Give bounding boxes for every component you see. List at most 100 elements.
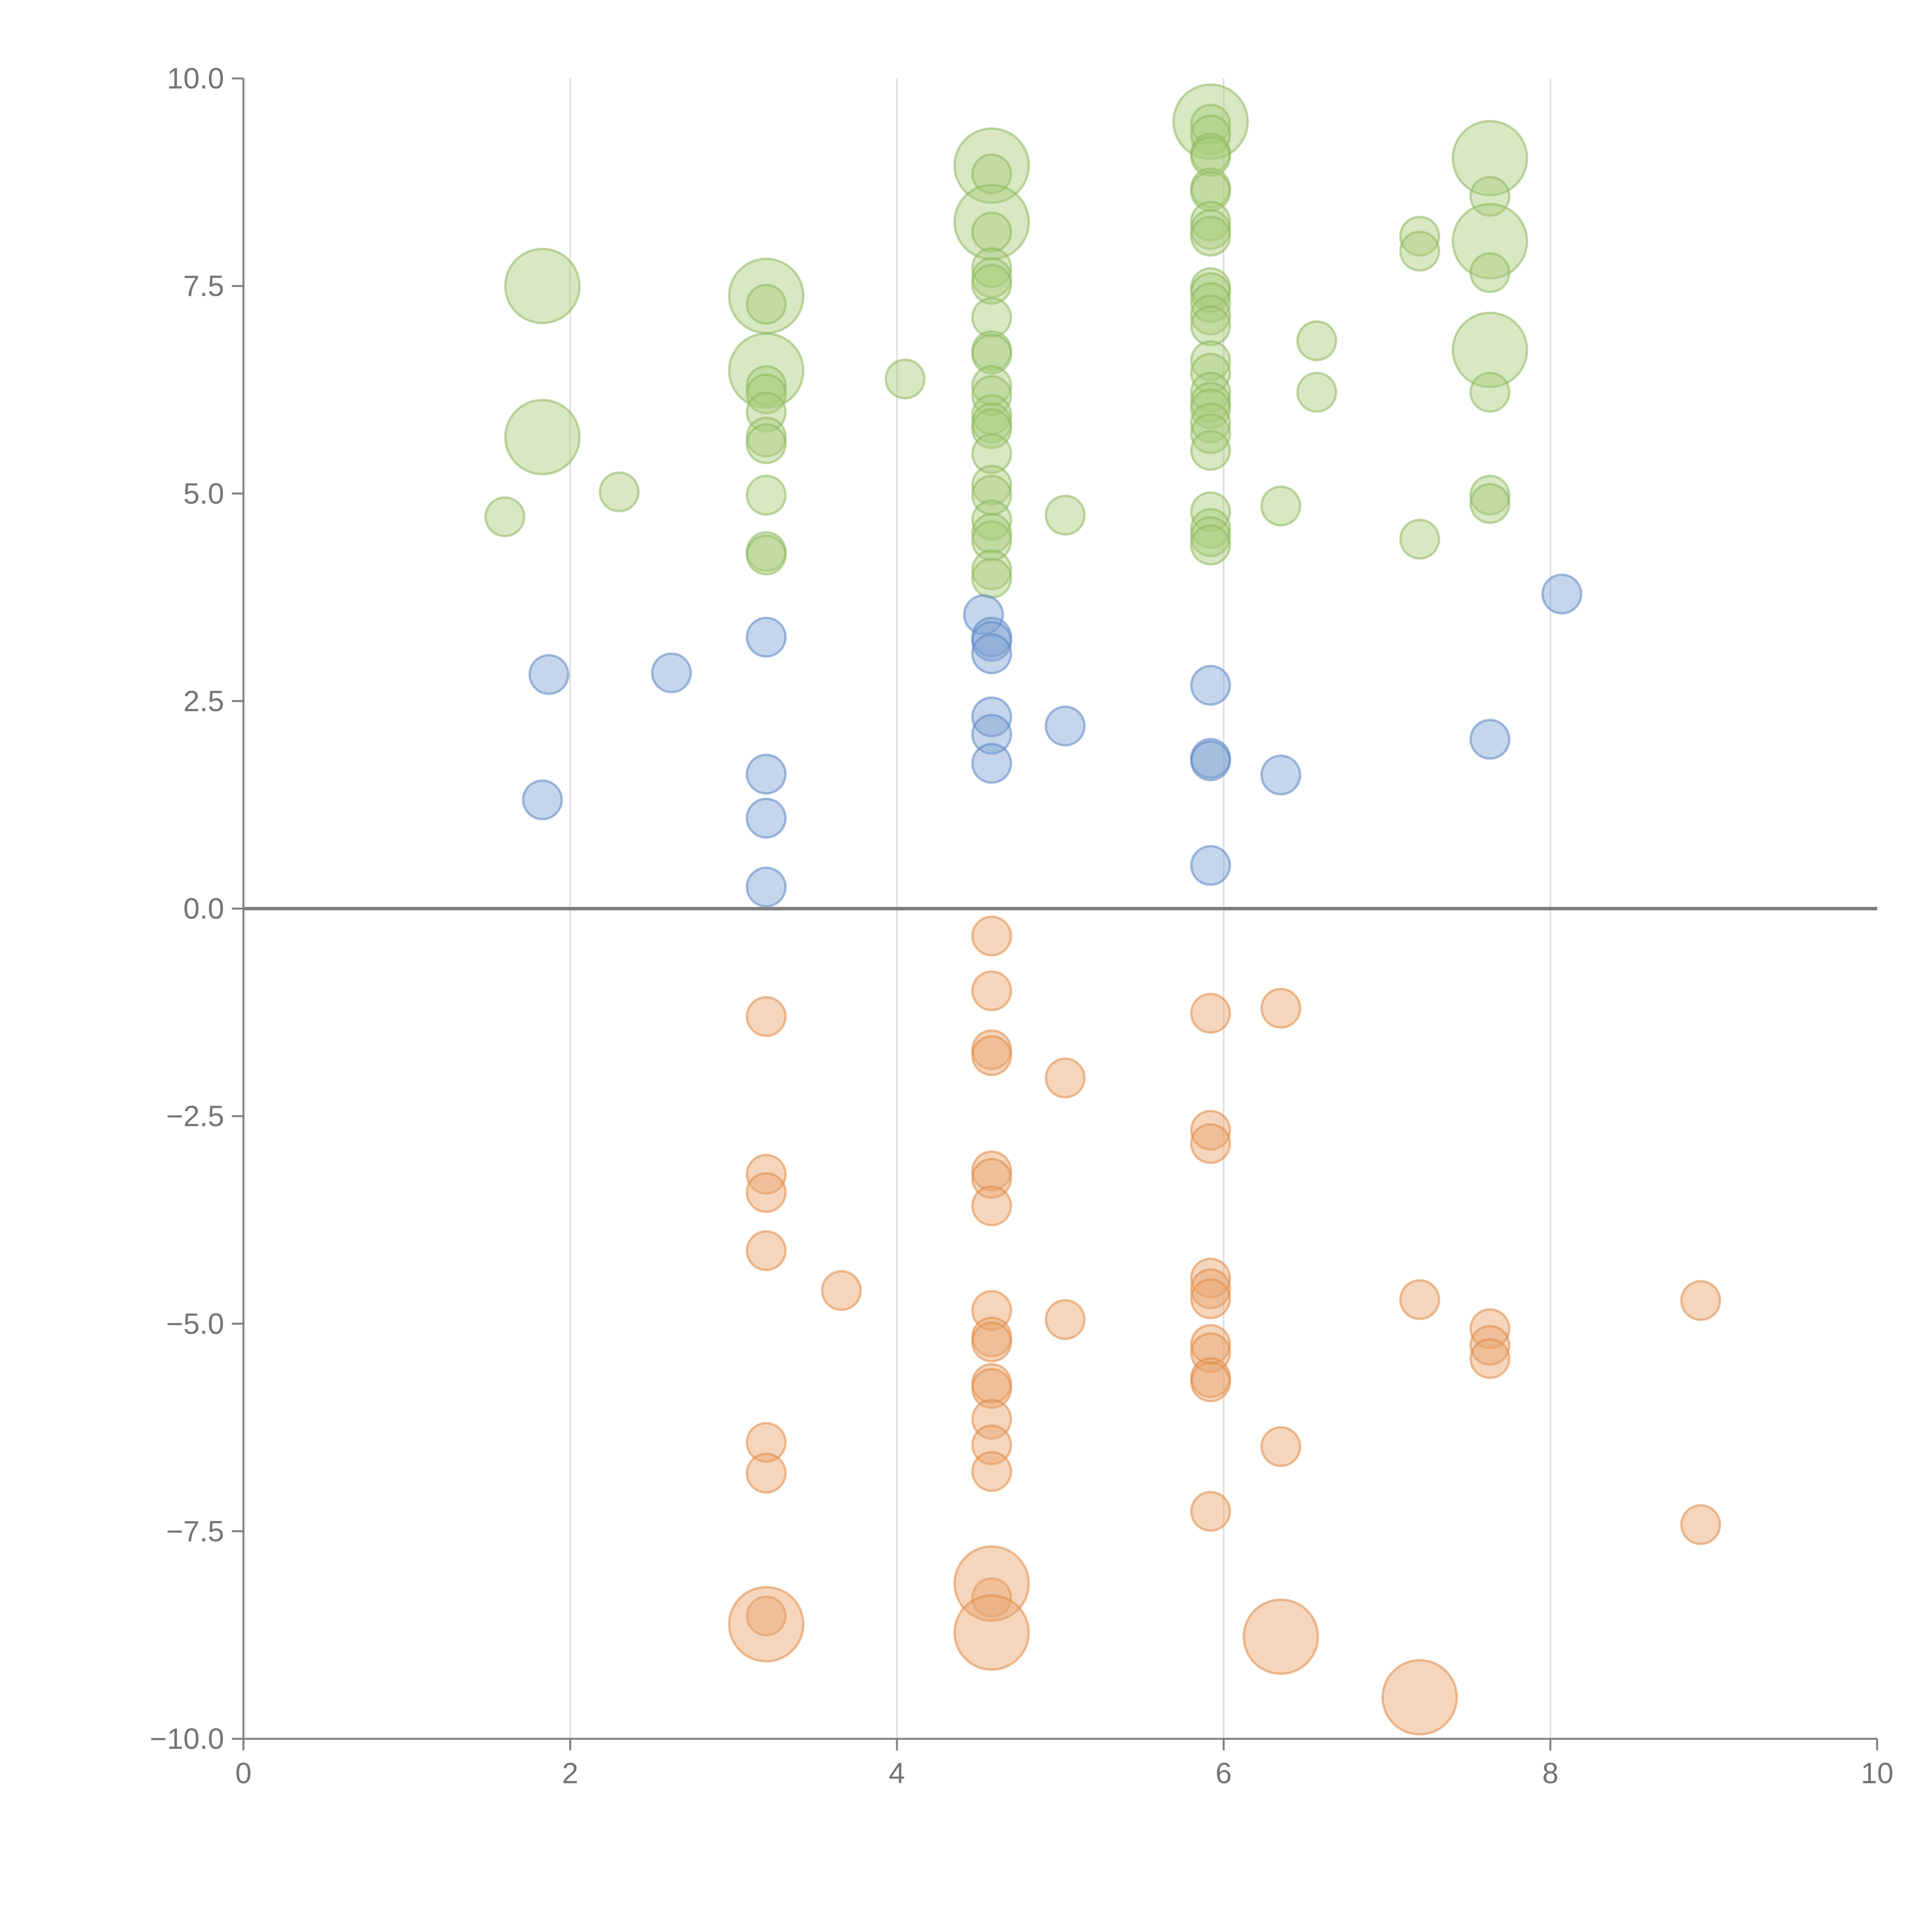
bubble-point <box>953 127 1030 204</box>
axes: 0 2 4 6 8 10 10.0 7.5 5.0 2.5 0.0 −2.5 −5.0 −7.5 −10.0 <box>150 62 1894 1790</box>
bubble-point <box>1190 1361 1231 1403</box>
bubble-point <box>1190 524 1231 566</box>
bubble-point <box>745 1452 787 1494</box>
bubble-point <box>1190 104 1231 145</box>
bubble-point <box>745 616 787 658</box>
bubble-point <box>1190 491 1231 532</box>
y-tick-label: 10.0 <box>167 62 224 95</box>
bubble-point <box>1260 988 1301 1029</box>
y-tick-label: −10.0 <box>150 1723 224 1755</box>
bubble-point <box>1190 305 1231 347</box>
bubble-point <box>1190 993 1231 1034</box>
x-tick-label: 10 <box>1861 1757 1894 1790</box>
bubble-point <box>971 247 1012 288</box>
x-tick-label: 6 <box>1216 1757 1232 1790</box>
bubble-point <box>1451 311 1528 388</box>
bubble-point <box>1381 1659 1458 1736</box>
data-points <box>484 83 1721 1736</box>
bubble-point <box>953 1594 1030 1671</box>
y-tick-label: 2.5 <box>183 685 224 718</box>
bubble-point <box>1680 1280 1721 1321</box>
bubble-point <box>1296 320 1337 361</box>
bubble-point <box>504 399 581 476</box>
bubble-point <box>1469 1325 1510 1366</box>
bubble-point <box>504 248 581 325</box>
bubble-point <box>971 365 1012 406</box>
bubble-point <box>1451 120 1528 197</box>
bubble-point <box>884 358 926 400</box>
bubble-point <box>1399 519 1440 560</box>
bubble-point <box>971 743 1012 784</box>
bubble-point <box>1190 430 1231 471</box>
y-tick-label: 0.0 <box>183 893 224 925</box>
bubble-point <box>1469 1338 1510 1379</box>
bubble-point <box>1399 216 1440 257</box>
bubble-point <box>1469 483 1510 524</box>
bubble-point <box>1190 282 1231 323</box>
x-tick-label: 2 <box>562 1757 578 1790</box>
bubble-point <box>745 1422 787 1463</box>
bubble-point <box>971 1035 1012 1076</box>
bubble-point <box>821 1270 862 1311</box>
bubble-point <box>1469 1308 1510 1349</box>
x-tick-label: 0 <box>235 1757 252 1790</box>
bubble-point <box>745 1172 787 1213</box>
bubble-point <box>599 471 640 512</box>
bubble-point <box>1242 1598 1319 1675</box>
bubble-point <box>1399 1279 1440 1320</box>
bubble-point <box>971 520 1012 561</box>
bubble-point <box>745 866 787 908</box>
bubble-point <box>971 500 1012 541</box>
bubble-point <box>745 474 787 516</box>
bubble-point <box>745 284 787 325</box>
bubble-point <box>971 297 1012 338</box>
bubble-point <box>1044 495 1086 536</box>
bubble-point <box>1190 216 1231 257</box>
bubble-point <box>1190 665 1231 706</box>
bubble-point <box>728 1586 804 1663</box>
bubble-point <box>1296 372 1337 413</box>
bubble-point <box>745 753 787 795</box>
bubble-point <box>971 633 1012 674</box>
bubble-point <box>1190 388 1231 430</box>
y-tick-label: 5.0 <box>183 477 224 510</box>
bubble-point <box>745 534 787 576</box>
bubble-point <box>528 654 570 695</box>
bubble-point <box>1190 272 1231 313</box>
bubble-point <box>651 652 692 694</box>
bubble-point <box>971 1451 1012 1492</box>
bubble-point <box>971 970 1012 1012</box>
bubble-point <box>745 1230 787 1271</box>
bubble-point <box>963 594 1004 635</box>
bubble-point <box>971 714 1012 755</box>
bubble-point <box>1260 754 1301 796</box>
bubble-point <box>971 696 1012 738</box>
bubble-point <box>971 1577 1012 1618</box>
bubble-point <box>1469 719 1510 760</box>
bubble-point <box>971 1185 1012 1226</box>
bubble-point <box>745 1595 787 1637</box>
bubble-point <box>953 1545 1030 1622</box>
bubble-point <box>1190 1268 1231 1310</box>
bubble-point <box>1190 1491 1231 1532</box>
bubble-point <box>745 996 787 1037</box>
bubble-point <box>1190 340 1231 381</box>
bubble-point <box>1190 1123 1231 1164</box>
bubble-point <box>971 621 1012 662</box>
bubble-point <box>1190 413 1231 454</box>
bubble-point <box>971 433 1012 474</box>
y-tick-label: −2.5 <box>166 1100 224 1133</box>
bubble-point <box>971 333 1012 375</box>
bubble-point <box>1680 1504 1721 1545</box>
bubble-point <box>745 798 787 839</box>
bubble-point <box>1469 372 1510 413</box>
x-tick-label: 8 <box>1542 1757 1558 1790</box>
bubble-point <box>1469 252 1510 293</box>
bubble-point <box>1190 1278 1231 1320</box>
bubble-point <box>1451 203 1528 280</box>
bubble-point <box>1190 845 1231 886</box>
bubble-point <box>1190 1257 1231 1299</box>
bubble-point <box>1260 485 1301 527</box>
